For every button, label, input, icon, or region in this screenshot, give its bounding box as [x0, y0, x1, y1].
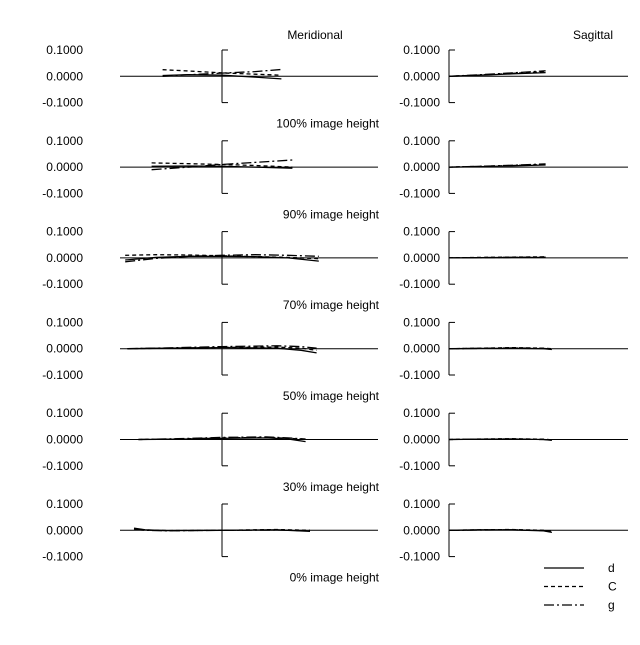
sagittal-tick-label: -0.1000 [399, 96, 440, 110]
row-3: 0.1000 0.0000 -0.1000 0.1000 0.0000 -0.1000 50… [42, 315, 628, 403]
meridional-tick-label: 0.1000 [46, 43, 83, 57]
image-height-label: 50% image height [283, 389, 380, 403]
meridional-tick-label: 0.0000 [46, 160, 83, 174]
sagittal-panel: 0.1000 0.0000 -0.1000 [399, 134, 628, 201]
meridional-tick-label: 0.0000 [46, 251, 83, 265]
legend: dCg [544, 561, 617, 612]
row-1: 0.1000 0.0000 -0.1000 0.1000 0.0000 -0.1000 90… [42, 134, 628, 222]
meridional-tick-label: 0.0000 [46, 523, 83, 537]
meridional-panel: 0.1000 0.0000 -0.1000 [42, 225, 378, 292]
sagittal-tick-label: 0.1000 [403, 406, 440, 420]
row-2: 0.1000 0.0000 -0.1000 0.1000 0.0000 -0.1000 70… [42, 225, 628, 313]
sagittal-tick-label: 0.0000 [403, 342, 440, 356]
meridional-tick-label: 0.0000 [46, 342, 83, 356]
meridional-tick-label: 0.1000 [46, 406, 83, 420]
meridional-tick-label: -0.1000 [42, 96, 83, 110]
sagittal-tick-label: 0.0000 [403, 433, 440, 447]
meridional-panel: 0.1000 0.0000 -0.1000 [42, 43, 378, 110]
sagittal-tick-label: -0.1000 [399, 368, 440, 382]
sagittal-header: Sagittal [573, 28, 613, 42]
legend-label: C [608, 580, 617, 594]
meridional-tick-label: 0.0000 [46, 69, 83, 83]
meridional-tick-label: 0.1000 [46, 225, 83, 239]
sagittal-panel: 0.1000 0.0000 -0.1000 [399, 315, 628, 382]
meridional-panel: 0.1000 0.0000 -0.1000 [42, 315, 378, 382]
meridional-panel: 0.1000 0.0000 -0.1000 [42, 406, 378, 473]
meridional-tick-label: 0.0000 [46, 433, 83, 447]
sagittal-tick-label: -0.1000 [399, 277, 440, 291]
sagittal-tick-label: 0.1000 [403, 43, 440, 57]
sagittal-panel: 0.1000 0.0000 -0.1000 [399, 497, 628, 564]
panels: 0.1000 0.0000 -0.1000 0.1000 0.0000 -0.1000 10… [42, 43, 628, 585]
image-height-label: 30% image height [283, 480, 380, 494]
meridional-tick-label: -0.1000 [42, 459, 83, 473]
sagittal-tick-label: 0.1000 [403, 497, 440, 511]
row-5: 0.1000 0.0000 -0.1000 0.1000 0.0000 -0.1000 0%… [42, 497, 628, 585]
meridional-tick-label: 0.1000 [46, 134, 83, 148]
image-height-label: 100% image height [276, 117, 379, 131]
meridional-tick-label: -0.1000 [42, 550, 83, 564]
sagittal-tick-label: -0.1000 [399, 186, 440, 200]
sagittal-tick-label: 0.0000 [403, 251, 440, 265]
row-0: 0.1000 0.0000 -0.1000 0.1000 0.0000 -0.1000 10… [42, 43, 628, 131]
row-4: 0.1000 0.0000 -0.1000 0.1000 0.0000 -0.1000 30… [42, 406, 628, 494]
legend-label: d [608, 561, 615, 575]
sagittal-tick-label: 0.0000 [403, 69, 440, 83]
sagittal-tick-label: 0.1000 [403, 225, 440, 239]
meridional-tick-label: -0.1000 [42, 186, 83, 200]
sagittal-tick-label: 0.1000 [403, 315, 440, 329]
meridional-tick-label: 0.1000 [46, 315, 83, 329]
meridional-tick-label: -0.1000 [42, 277, 83, 291]
sagittal-tick-label: -0.1000 [399, 550, 440, 564]
meridional-panel: 0.1000 0.0000 -0.1000 [42, 497, 378, 564]
image-height-label: 90% image height [283, 207, 380, 221]
sagittal-panel: 0.1000 0.0000 -0.1000 [399, 225, 628, 292]
sagittal-tick-label: 0.0000 [403, 523, 440, 537]
meridional-header: Meridional [287, 28, 342, 42]
image-height-label: 70% image height [283, 298, 380, 312]
meridional-panel: 0.1000 0.0000 -0.1000 [42, 134, 378, 201]
image-height-label: 0% image height [290, 571, 380, 585]
sagittal-panel: 0.1000 0.0000 -0.1000 [399, 43, 628, 110]
legend-label: g [608, 598, 615, 612]
meridional-tick-label: 0.1000 [46, 497, 83, 511]
sagittal-panel: 0.1000 0.0000 -0.1000 [399, 406, 628, 473]
sagittal-tick-label: -0.1000 [399, 459, 440, 473]
meridional-tick-label: -0.1000 [42, 368, 83, 382]
sagittal-tick-label: 0.0000 [403, 160, 440, 174]
sagittal-tick-label: 0.1000 [403, 134, 440, 148]
